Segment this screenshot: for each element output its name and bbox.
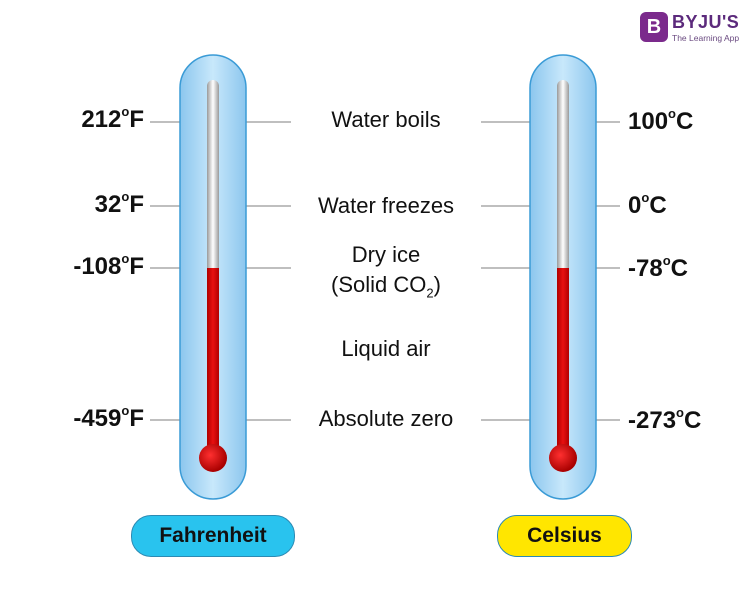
celsius-mercury-column bbox=[557, 268, 569, 448]
fahrenheit-scale-badge: Fahrenheit bbox=[131, 515, 295, 557]
fahrenheit-glass-column bbox=[207, 80, 219, 275]
event-label-liquid-air: Liquid air bbox=[341, 336, 431, 361]
celsius-label-dry-ice: -78oC bbox=[628, 253, 688, 282]
byjus-logo: B BYJU'S The Learning App bbox=[640, 8, 748, 48]
celsius-scale-badge: Celsius bbox=[497, 515, 632, 557]
event-label-absolute-zero: Absolute zero bbox=[318, 406, 454, 431]
fahrenheit-label-absolute-zero: -459oF bbox=[73, 403, 144, 432]
celsius-label-water-boils: 100oC bbox=[628, 106, 694, 135]
byjus-logo-name: BYJU'S bbox=[672, 12, 740, 32]
fahrenheit-label-water-freezes: 32oF bbox=[94, 189, 144, 218]
celsius-bulb bbox=[549, 444, 577, 472]
celsius-glass-column bbox=[557, 80, 569, 275]
byjus-logo-tagline: The Learning App bbox=[672, 33, 740, 43]
event-label-water-freezes: Water freezes bbox=[317, 193, 455, 218]
fahrenheit-mercury-column bbox=[207, 268, 219, 448]
event-label-dry-ice: Dry ice bbox=[351, 242, 421, 267]
celsius-thermometer bbox=[529, 54, 597, 500]
byjus-logo-mark: B bbox=[640, 12, 668, 42]
fahrenheit-label-water-boils: 212oF bbox=[81, 104, 144, 133]
fahrenheit-bulb bbox=[199, 444, 227, 472]
event-label-water-boils: Water boils bbox=[331, 107, 441, 132]
celsius-label-water-freezes: 0oC bbox=[628, 190, 667, 219]
fahrenheit-label-dry-ice: -108oF bbox=[73, 251, 144, 280]
celsius-label-absolute-zero: -273oC bbox=[628, 405, 702, 434]
event-label-dry-ice-formula: (Solid CO2) bbox=[331, 272, 441, 301]
fahrenheit-thermometer bbox=[179, 54, 247, 500]
